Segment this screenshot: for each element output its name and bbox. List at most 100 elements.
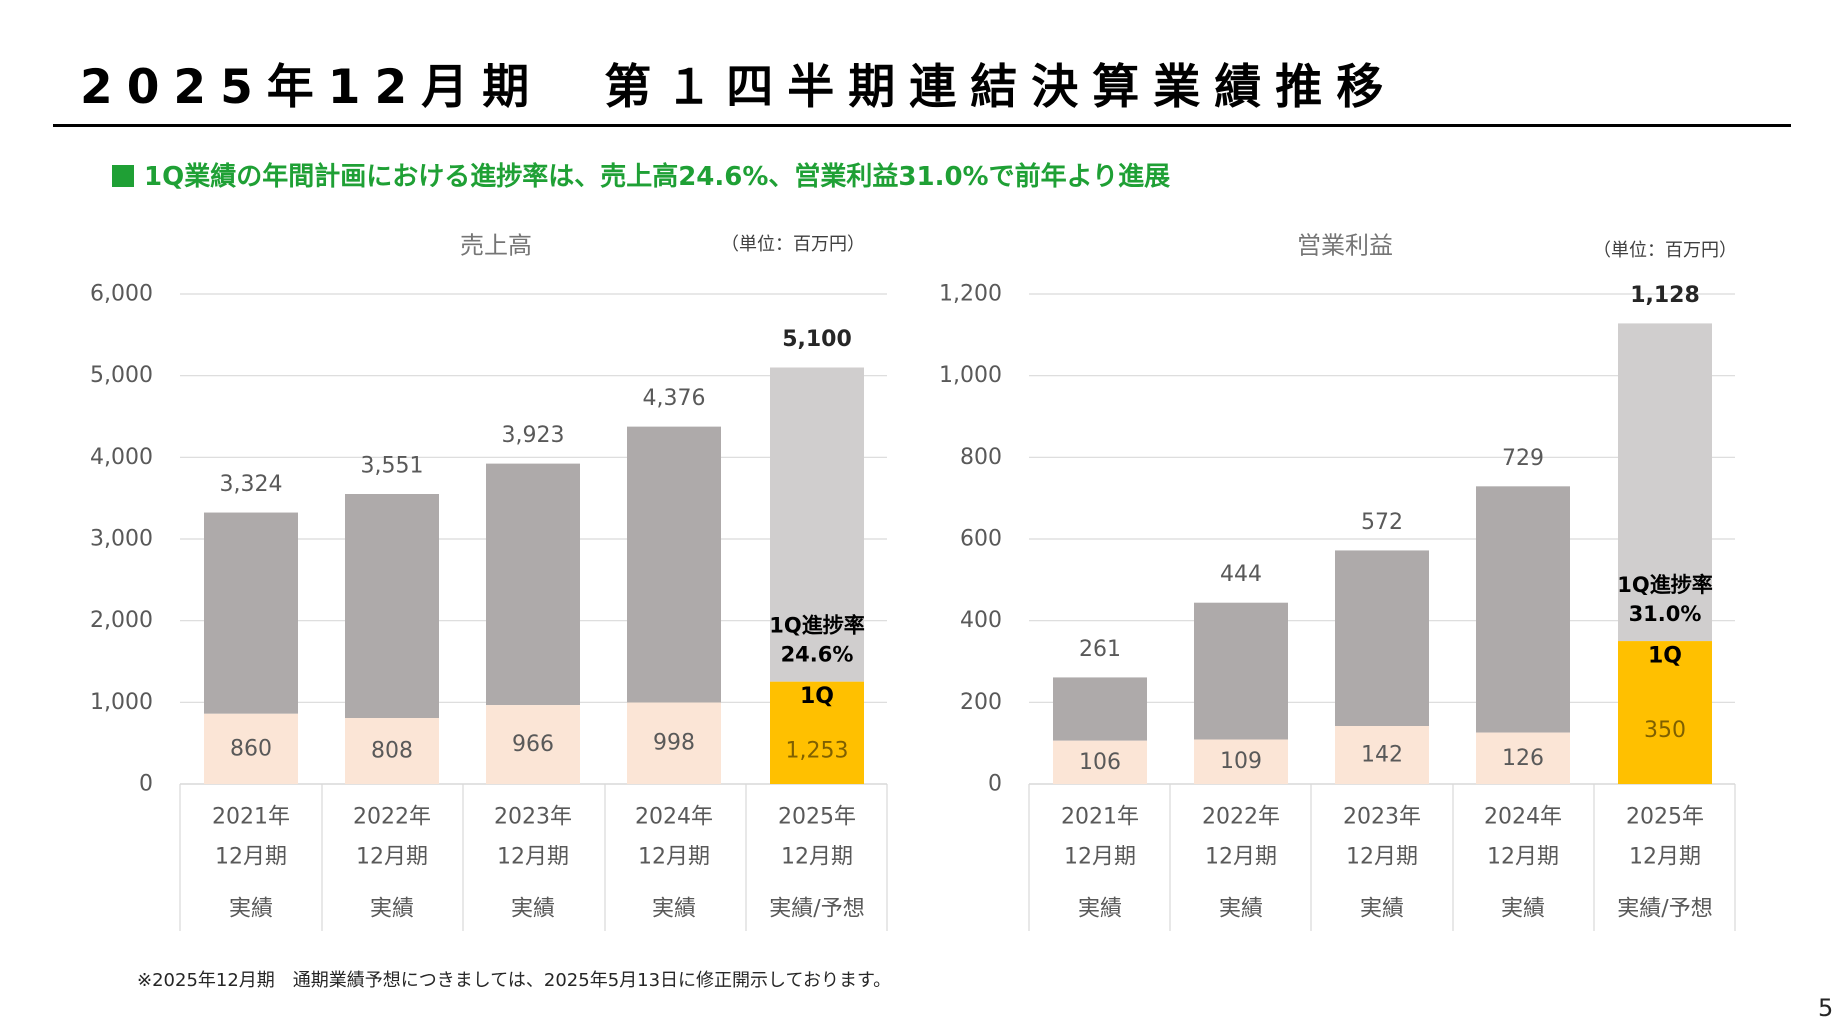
- total-data-label: 3,324: [220, 472, 283, 497]
- category-period-label: 12月期: [638, 845, 710, 870]
- total-data-label: 3,923: [502, 423, 565, 448]
- y-tick-label: 1,200: [939, 282, 1002, 307]
- category-kind-label: 実績: [511, 897, 555, 922]
- q1-data-label: 998: [653, 731, 695, 756]
- total-data-label: 5,100: [782, 327, 852, 352]
- category-period-label: 12月期: [1346, 845, 1418, 870]
- bar-q1: [345, 718, 439, 784]
- bar-q1: [204, 713, 298, 784]
- q1-data-label: 350: [1644, 718, 1686, 743]
- progress-value: 31.0%: [1629, 602, 1702, 626]
- bar-annual-total: [627, 426, 721, 703]
- q1-data-label: 860: [230, 736, 272, 761]
- bar-annual-total: [1194, 602, 1288, 740]
- q1-data-label: 966: [512, 732, 554, 757]
- chart-title-operating-profit: 営業利益: [1297, 231, 1393, 260]
- y-tick-label: 0: [139, 772, 153, 797]
- y-tick-label: 4,000: [90, 445, 153, 470]
- y-tick-label: 5,000: [90, 363, 153, 388]
- bar-q1: [1053, 740, 1147, 784]
- category-year-label: 2023年: [494, 805, 572, 830]
- q1-data-label: 808: [371, 739, 413, 764]
- q1-data-label: 106: [1079, 750, 1121, 775]
- progress-value: 24.6%: [781, 643, 854, 667]
- bar-forecast-total: [1618, 323, 1712, 642]
- category-period-label: 12月期: [1205, 845, 1277, 870]
- footnote: ※2025年12月期 通期業績予想につきましては、2025年5月13日に修正開示…: [137, 970, 892, 991]
- y-tick-label: 6,000: [90, 282, 153, 307]
- bar-forecast-total: [770, 367, 864, 682]
- total-data-label: 3,551: [361, 454, 424, 479]
- bar-annual-total: [486, 463, 580, 706]
- category-year-label: 2021年: [1061, 805, 1139, 830]
- bar-q1: [627, 702, 721, 784]
- page-number: 5: [1818, 994, 1834, 1022]
- q1-data-label: 109: [1220, 749, 1262, 774]
- q1-tag-label: 1Q: [1648, 644, 1682, 669]
- square-bullet-icon: [112, 165, 134, 187]
- category-kind-label: 実績: [1360, 897, 1404, 922]
- category-kind-label: 実績: [229, 897, 273, 922]
- q1-tag-label: 1Q: [800, 684, 834, 709]
- category-kind-label: 実績: [370, 897, 414, 922]
- q1-data-label: 142: [1361, 743, 1403, 768]
- category-year-label: 2021年: [212, 805, 290, 830]
- q1-data-label: 1,253: [786, 738, 849, 763]
- category-period-label: 12月期: [1064, 845, 1136, 870]
- y-tick-label: 200: [960, 690, 1002, 715]
- category-year-label: 2022年: [1202, 805, 1280, 830]
- bar-annual-total: [345, 494, 439, 719]
- total-data-label: 1,128: [1630, 283, 1700, 308]
- y-tick-label: 0: [988, 772, 1002, 797]
- bar-annual-total: [1053, 677, 1147, 741]
- category-year-label: 2024年: [635, 805, 713, 830]
- bar-annual-total: [204, 512, 298, 714]
- category-year-label: 2025年: [778, 805, 856, 830]
- category-kind-label: 実績: [652, 897, 696, 922]
- category-kind-label: 実績/予想: [1617, 897, 1712, 922]
- category-period-label: 12月期: [215, 845, 287, 870]
- category-year-label: 2023年: [1343, 805, 1421, 830]
- category-kind-label: 実績: [1078, 897, 1122, 922]
- bar-q1: [1335, 726, 1429, 784]
- total-data-label: 261: [1079, 637, 1121, 662]
- y-tick-label: 1,000: [939, 363, 1002, 388]
- category-period-label: 12月期: [356, 845, 428, 870]
- headline: 1Q業績の年間計画における進捗率は、売上高24.6%、営業利益31.0%で前年よ…: [112, 156, 1170, 193]
- category-period-label: 12月期: [781, 845, 853, 870]
- category-year-label: 2022年: [353, 805, 431, 830]
- category-period-label: 12月期: [1487, 845, 1559, 870]
- bar-q1: [1194, 739, 1288, 784]
- title-divider: [53, 124, 1791, 127]
- chart-title-sales: 売上高: [460, 231, 532, 260]
- category-year-label: 2024年: [1484, 805, 1562, 830]
- y-tick-label: 400: [960, 608, 1002, 633]
- bar-annual-total: [1476, 486, 1570, 733]
- bar-q1: [486, 705, 580, 784]
- total-data-label: 444: [1220, 562, 1262, 587]
- category-kind-label: 実績/予想: [769, 897, 864, 922]
- y-tick-label: 600: [960, 527, 1002, 552]
- page-title: 2025年12月期 第１四半期連結決算業績推移: [80, 60, 1398, 115]
- progress-label: 1Q進捗率: [1617, 573, 1712, 597]
- bar-q1: [1476, 732, 1570, 784]
- unit-label-sales: （単位：百万円）: [721, 234, 865, 255]
- y-tick-label: 1,000: [90, 690, 153, 715]
- total-data-label: 572: [1361, 510, 1403, 535]
- total-data-label: 4,376: [643, 386, 706, 411]
- bar-q1-current: [770, 681, 864, 784]
- q1-data-label: 126: [1502, 746, 1544, 771]
- category-kind-label: 実績: [1501, 897, 1545, 922]
- category-kind-label: 実績: [1219, 897, 1263, 922]
- y-tick-label: 3,000: [90, 527, 153, 552]
- unit-label-operating-profit: （単位：百万円）: [1593, 240, 1737, 261]
- total-data-label: 729: [1502, 446, 1544, 471]
- category-year-label: 2025年: [1626, 805, 1704, 830]
- progress-label: 1Q進捗率: [769, 614, 864, 638]
- category-period-label: 12月期: [1629, 845, 1701, 870]
- category-period-label: 12月期: [497, 845, 569, 870]
- bar-q1-current: [1618, 641, 1712, 784]
- y-tick-label: 2,000: [90, 608, 153, 633]
- bar-annual-total: [1335, 550, 1429, 727]
